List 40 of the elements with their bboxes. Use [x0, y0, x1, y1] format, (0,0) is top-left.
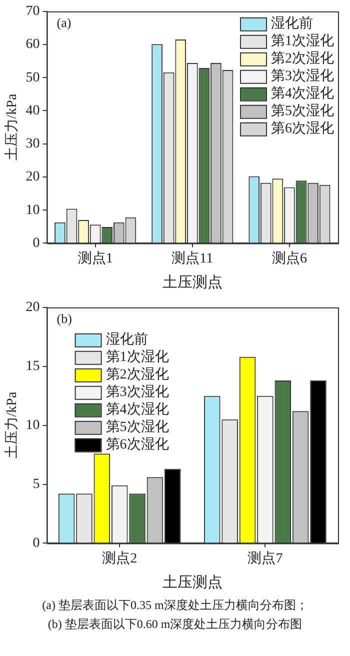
- x-tick-label: 测点6: [272, 250, 307, 266]
- x-tick-label: 测点11: [172, 250, 214, 266]
- legend-label: 第1次湿化: [271, 33, 334, 50]
- annotation: (b): [56, 310, 72, 326]
- legend-label: 第5次湿化: [106, 419, 169, 436]
- y-tick-label: 0: [32, 236, 40, 251]
- y-axis-title: 土压力/kPa: [4, 391, 20, 459]
- x-axis-title: 土压测点: [162, 274, 222, 291]
- y-tick-label: 10: [26, 418, 40, 433]
- x-tick-label: 测点7: [248, 550, 283, 566]
- y-tick-label: 70: [26, 4, 40, 20]
- legend-label: 第3次湿化: [106, 384, 169, 400]
- y-tick-label: 60: [26, 37, 40, 52]
- x-tick-label: 测点1: [78, 250, 113, 266]
- text: (a) 垫层表面以下0.35 m深度处土压力横向分布图；: [41, 597, 309, 614]
- y-tick-label: 50: [26, 70, 40, 86]
- legend-label: 第5次湿化: [271, 103, 334, 120]
- y-tick-label: 0: [32, 536, 40, 551]
- x-tick-label: 测点2: [102, 550, 138, 566]
- y-tick-label: 20: [26, 300, 40, 316]
- y-tick-label: 40: [26, 103, 40, 118]
- legend-label: 第6次湿化: [271, 120, 334, 137]
- legend-label: 湿化前: [271, 16, 313, 32]
- y-tick-label: 5: [32, 476, 40, 492]
- y-axis-title: 土压力/kPa: [4, 93, 20, 161]
- legend-label: 第4次湿化: [271, 86, 334, 102]
- legend-label: 第4次湿化: [106, 402, 169, 418]
- y-tick-label: 10: [26, 202, 40, 218]
- y-tick-label: 15: [26, 359, 40, 374]
- y-tick-label: 20: [26, 170, 40, 185]
- x-axis-title: 土压测点: [162, 574, 222, 591]
- legend-label: 第3次湿化: [271, 68, 334, 84]
- legend-label: 湿化前: [106, 332, 148, 348]
- annotation: (a): [56, 14, 72, 30]
- legend-label: 第1次湿化: [106, 349, 169, 366]
- legend-label: 第6次湿化: [106, 436, 169, 453]
- y-tick-label: 30: [26, 136, 40, 152]
- legend-label: 第2次湿化: [106, 366, 169, 383]
- text: (b) 垫层表面以下0.60 m深度处土压力横向分布图: [46, 616, 304, 633]
- legend-label: 第2次湿化: [271, 50, 334, 67]
